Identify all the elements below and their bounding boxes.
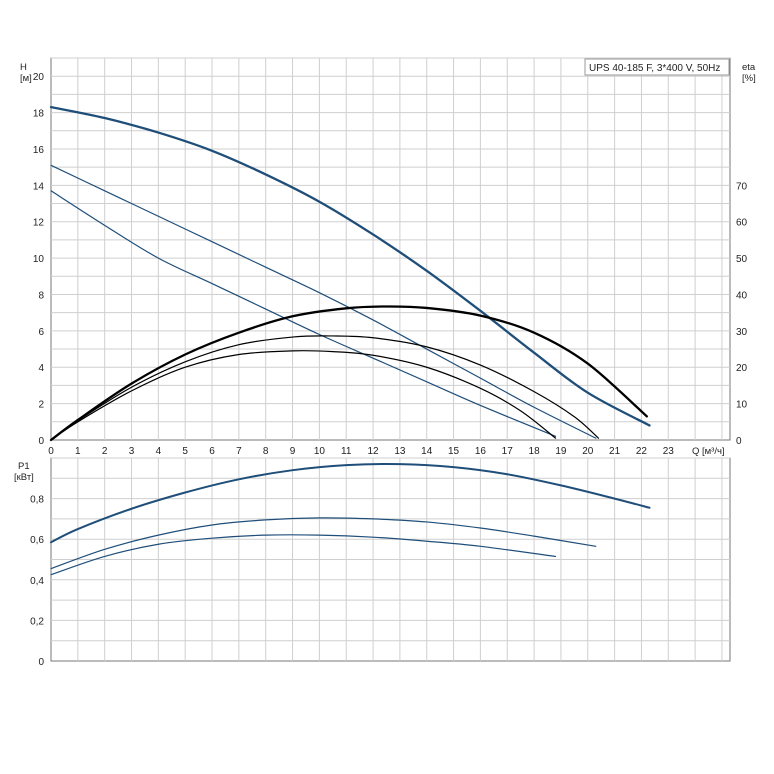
head-plot-area (50, 57, 731, 441)
p1-tick-label: 0,6 (30, 535, 44, 546)
q-tick-label: 0 (48, 446, 54, 457)
h-tick-label: 12 (33, 218, 45, 229)
q-tick-label: 1 (75, 446, 81, 457)
h-tick-label: 10 (33, 254, 45, 265)
eta-tick-label: 20 (736, 363, 748, 374)
eta-tick-label: 50 (736, 254, 748, 265)
p1-tick-label: 0,2 (30, 616, 44, 627)
h-tick-label: 0 (38, 436, 44, 447)
eta-tick-label: 40 (736, 290, 748, 301)
power-grid (51, 457, 730, 661)
eta-axis-label: eta (742, 62, 756, 73)
h-tick-label: 2 (38, 400, 44, 411)
eta-tick-label: 10 (736, 400, 748, 411)
h-axis-ticks: 0 2 4 6 8 10 12 14 16 18 20 (33, 72, 45, 447)
p1-axis-ticks: 0 0,2 0,4 0,6 0,8 (30, 495, 44, 668)
q-tick-label: 16 (475, 446, 487, 457)
eta-axis-unit: [%] (742, 73, 756, 84)
q-tick-label: 12 (367, 446, 379, 457)
legend-box (584, 58, 730, 76)
h-tick-label: 4 (38, 363, 44, 374)
p1-axis-label: P1 (18, 461, 30, 472)
q-tick-label: 13 (394, 446, 406, 457)
p1-axis-unit: [кВт] (14, 472, 34, 483)
chart-title: UPS 40-185 F, 3*400 V, 50Hz (589, 63, 720, 74)
q-tick-label: 21 (609, 446, 621, 457)
head-curve-1 (50, 164, 597, 439)
eta-tick-label: 30 (736, 327, 748, 338)
q-axis-unit: [м³/ч] (702, 446, 725, 457)
eta-tick-label: 70 (736, 181, 748, 192)
q-tick-label: 6 (209, 446, 215, 457)
eta-tick-label: 0 (736, 436, 742, 447)
h-tick-label: 14 (33, 181, 45, 192)
q-tick-label: 17 (502, 446, 514, 457)
h-axis-label: H (20, 62, 27, 73)
q-tick-label: 5 (182, 446, 188, 457)
h-tick-label: 18 (33, 109, 45, 120)
q-axis-label: Q (692, 446, 699, 457)
q-tick-label: 19 (555, 446, 567, 457)
head-efficiency-panel: 0 1 2 3 4 5 6 7 8 9 10 11 12 13 14 15 16 17 18 19 20 21 22 23 0… (20, 57, 756, 457)
q-tick-label: 7 (236, 446, 242, 457)
q-axis-ticks: 0 1 2 3 4 5 6 7 8 9 10 11 12 13 14 15 16 17 18 19 20 21 22 23 (48, 446, 674, 457)
head-grid (51, 57, 730, 440)
q-tick-label: 20 (582, 446, 594, 457)
q-tick-label: 14 (421, 446, 433, 457)
q-tick-label: 10 (314, 446, 326, 457)
h-tick-label: 6 (38, 327, 44, 338)
power-curve-1 (50, 517, 597, 570)
power-curve-0 (50, 462, 651, 544)
p1-tick-label: 0,4 (30, 576, 44, 587)
efficiency-curve-3 (49, 305, 648, 442)
q-tick-label: 4 (156, 446, 162, 457)
q-tick-label: 8 (263, 446, 269, 457)
h-axis-unit: [м] (20, 73, 32, 84)
h-tick-label: 20 (33, 72, 45, 83)
p1-tick-label: 0,8 (30, 495, 44, 506)
efficiency-curve-4 (50, 335, 600, 441)
h-tick-label: 16 (33, 145, 45, 156)
q-tick-label: 2 (102, 446, 108, 457)
q-tick-label: 22 (636, 446, 648, 457)
power-curve-2 (50, 534, 557, 576)
q-tick-label: 18 (529, 446, 541, 457)
head-curve-0 (49, 105, 651, 427)
q-tick-label: 15 (448, 446, 460, 457)
head-curve-2 (50, 190, 557, 437)
power-panel: 0 0,2 0,4 0,6 0,8 P1 [кВт] (14, 457, 731, 668)
eta-tick-label: 60 (736, 218, 748, 229)
efficiency-curve-5 (50, 350, 557, 441)
head-efficiency-series (49, 105, 651, 442)
q-tick-label: 9 (290, 446, 296, 457)
power-series (50, 462, 651, 576)
eta-axis-ticks: 0 10 20 30 40 50 60 70 (736, 181, 748, 447)
h-tick-label: 8 (38, 290, 44, 301)
q-tick-label: 11 (341, 446, 352, 457)
q-tick-label: 3 (129, 446, 135, 457)
p1-tick-label: 0 (38, 657, 44, 668)
q-tick-label: 23 (663, 446, 675, 457)
